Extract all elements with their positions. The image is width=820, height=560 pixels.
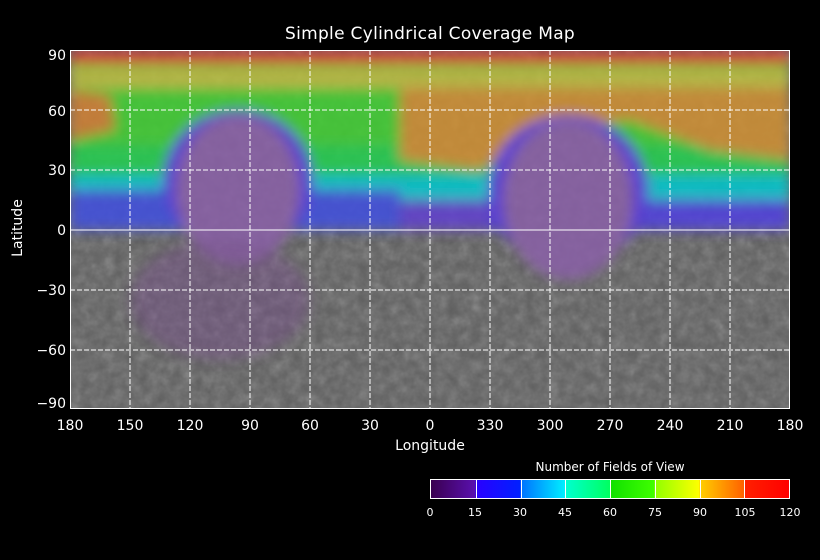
colorbar-tick: 60 xyxy=(603,506,617,519)
colorbar-divider xyxy=(744,480,746,498)
x-tick: 180 xyxy=(776,418,804,434)
colorbar-tick: 15 xyxy=(468,506,482,519)
colorbar-divider xyxy=(565,480,567,498)
colorbar-tick: 120 xyxy=(779,506,801,519)
y-tick: −60 xyxy=(36,343,66,359)
coverage-map xyxy=(70,50,790,409)
y-tick: −90 xyxy=(36,396,66,412)
y-tick: 90 xyxy=(48,48,66,64)
x-tick: 330 xyxy=(476,418,504,434)
colorbar-tick: 75 xyxy=(648,506,662,519)
x-tick: 240 xyxy=(656,418,684,434)
colorbar-divider xyxy=(475,480,477,498)
colorbar-tick: 105 xyxy=(734,506,756,519)
map-frame xyxy=(70,50,790,409)
x-tick: 90 xyxy=(241,418,259,434)
colorbar-divider xyxy=(610,480,611,498)
y-tick: 60 xyxy=(48,104,66,120)
x-tick: 180 xyxy=(56,418,84,434)
y-tick: −30 xyxy=(36,283,66,299)
colorbar-tick: 0 xyxy=(426,506,434,519)
x-tick: 300 xyxy=(536,418,564,434)
x-axis-label: Longitude xyxy=(395,438,465,454)
colorbar-title: Number of Fields of View xyxy=(535,460,685,474)
colorbar xyxy=(430,479,790,499)
x-tick: 30 xyxy=(361,418,379,434)
y-axis-label: Latitude xyxy=(10,199,26,257)
colorbar-tick: 90 xyxy=(693,506,707,519)
y-tick: 0 xyxy=(57,223,66,239)
colorbar-divider xyxy=(654,480,656,498)
colorbar-divider xyxy=(699,480,701,498)
x-tick: 210 xyxy=(716,418,744,434)
x-tick: 60 xyxy=(301,418,319,434)
x-tick: 120 xyxy=(176,418,204,434)
y-tick: 30 xyxy=(48,163,66,179)
colorbar-divider xyxy=(520,480,522,498)
x-tick: 150 xyxy=(116,418,144,434)
colorbar-tick: 30 xyxy=(513,506,527,519)
colorbar-tick: 45 xyxy=(558,506,572,519)
x-tick: 0 xyxy=(425,418,435,434)
map-title: Simple Cylindrical Coverage Map xyxy=(284,24,576,44)
x-tick: 270 xyxy=(596,418,624,434)
